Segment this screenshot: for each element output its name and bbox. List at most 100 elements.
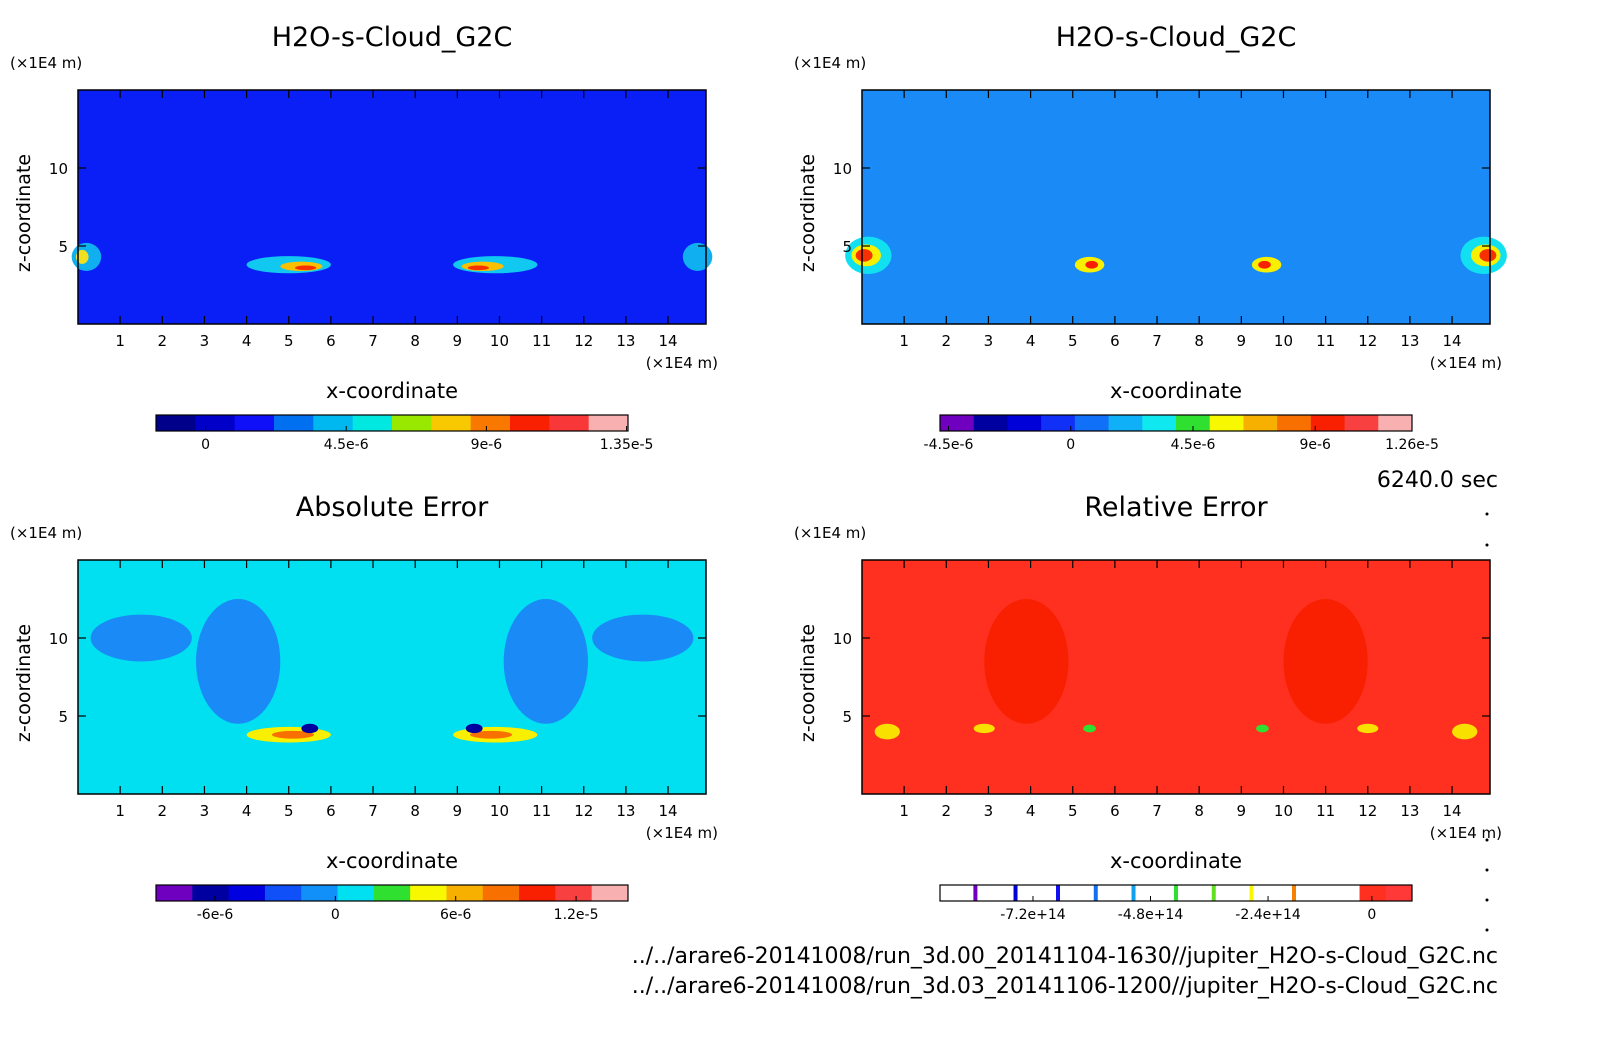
y-tick-label: 10 <box>49 630 68 648</box>
colorbar-swatch <box>1176 415 1211 431</box>
field-feature <box>1085 260 1099 269</box>
colorbar: -4.5e-6 0 4.5e-6 9e-6 1.26e-5 <box>924 414 1439 453</box>
colorbar: 0 4.5e-6 9e-6 1.35e-5 <box>155 414 653 453</box>
time-label: 6240.0 sec <box>1376 468 1498 493</box>
colorbar-swatch <box>1097 885 1125 901</box>
colorbar-stripe <box>1292 885 1296 901</box>
colorbar-swatch <box>1344 415 1379 431</box>
x-tick-label: 10 <box>490 332 509 350</box>
field-feature <box>90 614 192 662</box>
field-feature <box>1452 723 1478 740</box>
y-unit-label: (×1E4 m) <box>10 54 82 72</box>
colorbar-swatch <box>301 885 339 901</box>
colorbar-tick-label: 6e-6 <box>440 907 472 923</box>
colorbar-tick-label: 4.5e-6 <box>324 437 369 453</box>
colorbar-swatch <box>1041 415 1076 431</box>
colorbar-swatch <box>1071 885 1098 901</box>
plot-frame <box>77 89 707 325</box>
colorbar-swatch <box>352 415 393 431</box>
colorbar-swatch <box>1007 415 1042 431</box>
x-tick-label: 12 <box>1358 332 1377 350</box>
x-tick-label: 10 <box>1274 332 1293 350</box>
colorbar-tick-label: 0 <box>331 907 340 923</box>
y-tick-label: 5 <box>58 238 68 256</box>
x-tick-label: 12 <box>1358 802 1377 820</box>
colorbar-stripe <box>1131 885 1136 901</box>
x-tick-label: 3 <box>984 802 994 820</box>
h2o-cloud-panel-1: H2O-s-Cloud_G2C(×1E4 m)1 2 3 4 5 6 7 8 9 10 11 12 13… <box>10 22 718 453</box>
colorbar-swatch <box>1209 415 1244 431</box>
x-tick-label: 2 <box>942 802 952 820</box>
chart-title: H2O-s-Cloud_G2C <box>1056 22 1297 53</box>
field-feature <box>1256 724 1269 733</box>
colorbar-swatch <box>1254 885 1282 901</box>
colorbar-swatch <box>313 415 354 431</box>
x-tick-label: 2 <box>158 802 168 820</box>
field-feature <box>874 723 900 740</box>
x-tick-label: 10 <box>1274 802 1293 820</box>
field-feature <box>467 265 489 271</box>
edge-dot <box>1485 868 1489 872</box>
x-tick-label: 7 <box>368 332 378 350</box>
colorbar-swatch <box>337 885 375 901</box>
edge-dot <box>1485 838 1489 842</box>
x-tick-label: 9 <box>1237 332 1247 350</box>
field-feature <box>1083 724 1096 733</box>
colorbar-tick-label: 9e-6 <box>1299 437 1331 453</box>
heatmap-field <box>862 560 1490 794</box>
colorbar-tick-label: 9e-6 <box>471 437 503 453</box>
colorbar-tick-label: -2.4e+14 <box>1235 907 1301 923</box>
colorbar-swatch <box>1108 415 1143 431</box>
colorbar-swatch <box>274 415 314 431</box>
colorbar-swatch <box>549 415 590 431</box>
colorbar-swatch <box>588 415 629 431</box>
colorbar: -7.2e+14 -4.8e+14 -2.4e+14 0 <box>939 884 1413 923</box>
x-tick-label: 4 <box>242 332 252 350</box>
colorbar-swatch <box>1243 415 1278 431</box>
field-feature <box>855 249 873 262</box>
colorbar-swatch <box>1378 415 1413 431</box>
x-axis-label: x-coordinate <box>326 849 458 873</box>
x-tick-label: 14 <box>659 802 678 820</box>
y-tick-label: 10 <box>49 160 68 178</box>
x-tick-label: 14 <box>1443 332 1462 350</box>
colorbar-swatch <box>392 415 432 431</box>
colorbar-swatch <box>156 415 196 431</box>
heatmap-field <box>78 560 706 794</box>
x-tick-label: 4 <box>1026 802 1036 820</box>
colorbar-frame <box>939 884 1413 902</box>
field-feature <box>973 723 995 734</box>
y-tick-label: 5 <box>58 708 68 726</box>
x-tick-label: 4 <box>242 802 252 820</box>
colorbar-swatch <box>192 885 230 901</box>
heatmap-field <box>78 90 706 324</box>
colorbar-tick-label: -4.5e-6 <box>924 437 974 453</box>
h2o-cloud-panel-2: H2O-s-Cloud_G2C(×1E4 m)1 2 3 4 5 6 7 8 9 10 11 12 13… <box>794 22 1507 453</box>
field-feature <box>271 730 315 739</box>
heatmap-field <box>862 90 1490 324</box>
x-tick-label: 7 <box>368 802 378 820</box>
x-axis-label: x-coordinate <box>1110 379 1242 403</box>
field-feature <box>1283 599 1368 724</box>
x-tick-label: 5 <box>1068 802 1078 820</box>
x-tick-label: 8 <box>1194 802 1204 820</box>
field-feature <box>503 599 588 724</box>
x-tick-label: 3 <box>200 802 210 820</box>
x-tick-label: 11 <box>532 802 551 820</box>
colorbar-swatch <box>1228 885 1256 901</box>
colorbar-swatch <box>966 885 993 901</box>
field-feature <box>469 730 513 739</box>
field-feature <box>984 599 1069 724</box>
x-tick-label: 6 <box>326 802 336 820</box>
x-tick-label: 12 <box>574 802 593 820</box>
chart-title: Absolute Error <box>296 492 489 523</box>
colorbar-swatch <box>591 885 629 901</box>
colorbar-swatch <box>234 415 275 431</box>
colorbar-tick-label: -4.8e+14 <box>1118 907 1184 923</box>
colorbar-stripe <box>973 885 978 901</box>
x-tick-label: 8 <box>410 802 420 820</box>
field-feature <box>1258 260 1271 269</box>
y-unit-label: (×1E4 m) <box>794 524 866 542</box>
colorbar-tick-label: 1.26e-5 <box>1385 437 1439 453</box>
colorbar-swatch <box>1333 885 1361 901</box>
